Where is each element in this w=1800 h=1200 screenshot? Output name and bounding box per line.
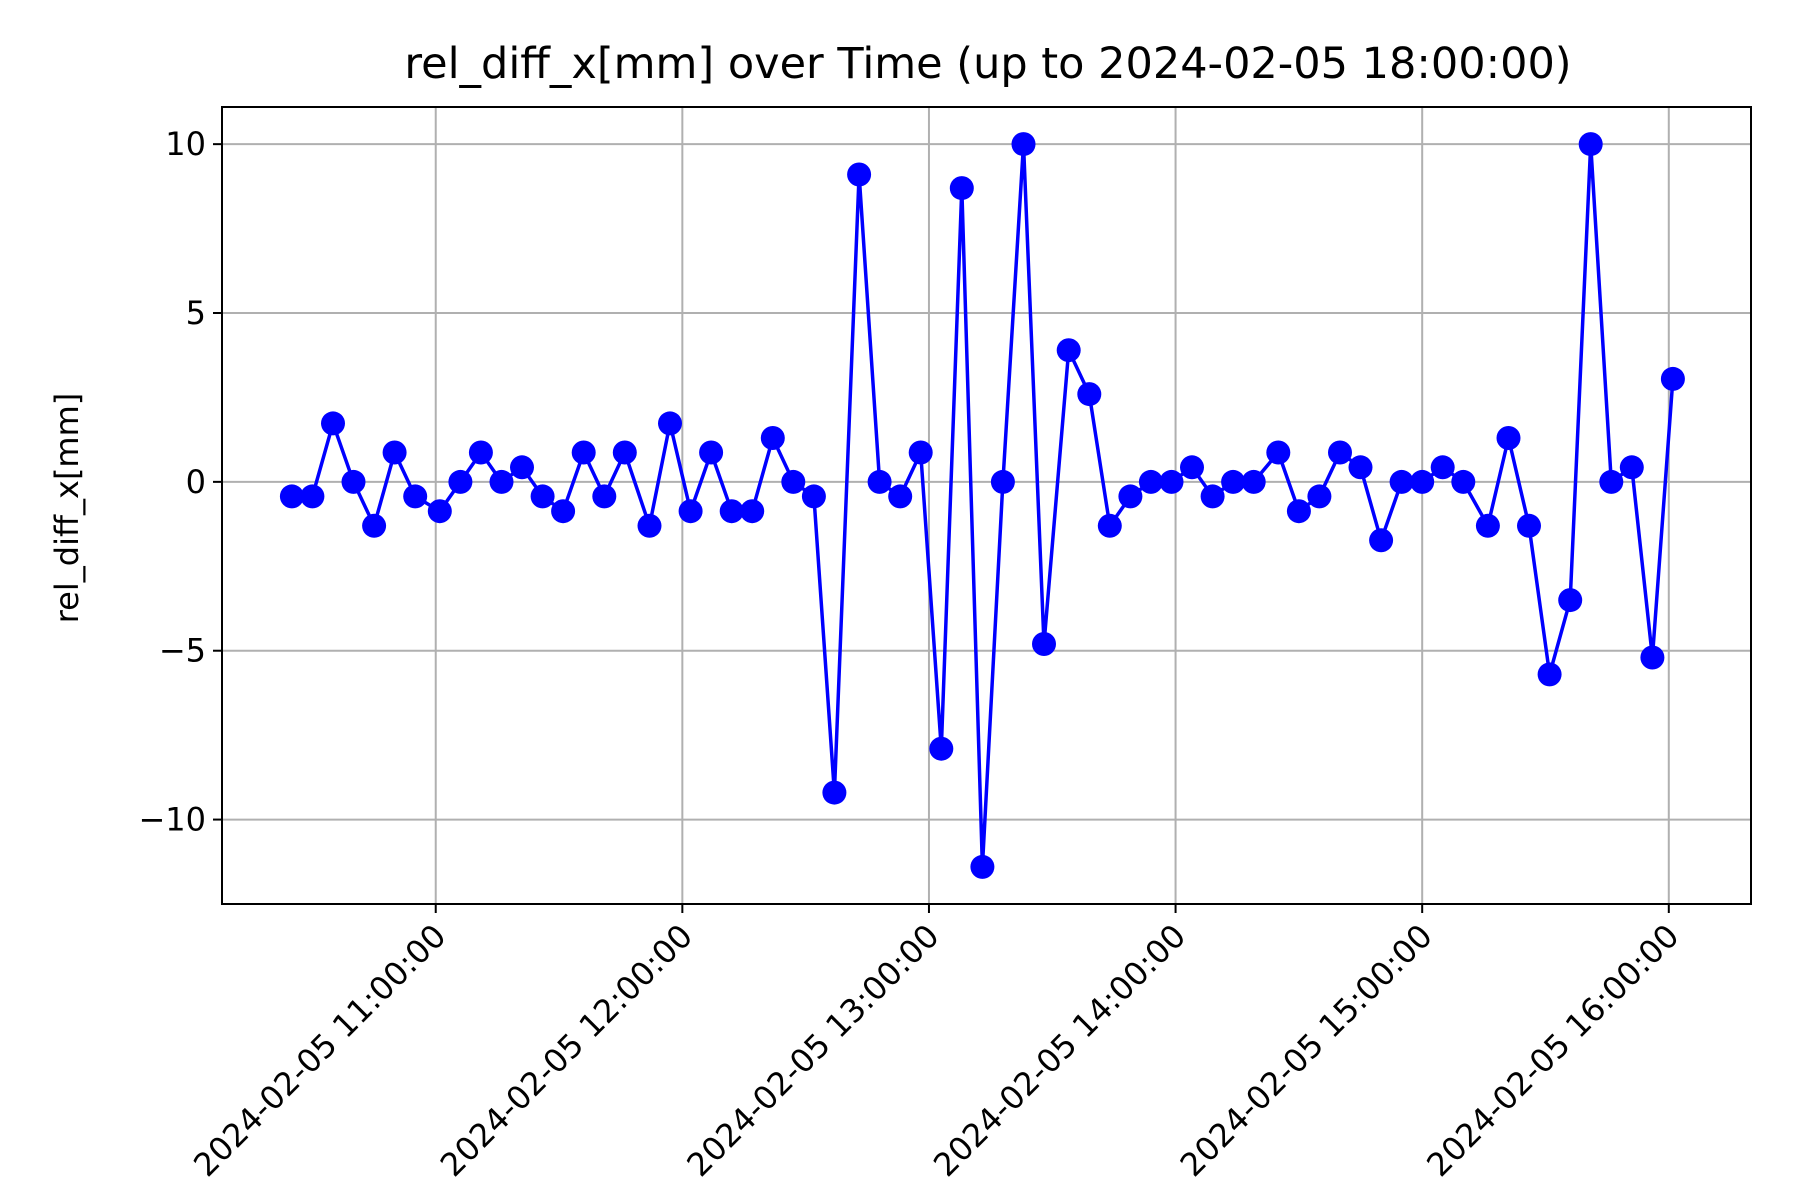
data-point — [908, 440, 933, 465]
data-point — [1286, 499, 1311, 524]
data-point — [990, 469, 1015, 494]
data-point — [1097, 513, 1122, 538]
data-point — [1660, 366, 1685, 391]
data-point — [571, 440, 596, 465]
data-point — [300, 484, 325, 509]
data-point — [403, 484, 428, 509]
data-point — [1348, 455, 1373, 480]
data-point — [1410, 469, 1435, 494]
data-point — [699, 440, 724, 465]
series-line-group — [291, 142, 1675, 869]
data-point — [510, 455, 534, 480]
data-point — [448, 469, 473, 494]
y-axis: 10 5 0 −5 −10 — [138, 125, 222, 839]
data-point — [279, 484, 304, 509]
x-tick-label: 2024-02-05 16:00:00 — [1419, 917, 1686, 1184]
y-axis-label: rel_diff_x[mm] — [48, 393, 86, 624]
data-point — [1200, 484, 1225, 509]
y-tick-label: 5 — [186, 294, 206, 332]
data-point — [658, 411, 682, 436]
plot-frame — [221, 106, 1752, 905]
data-point — [551, 499, 576, 524]
data-point — [760, 426, 785, 450]
data-markers — [279, 132, 1685, 879]
data-point — [1430, 455, 1455, 480]
data-point — [1517, 513, 1541, 538]
data-point — [1159, 469, 1184, 494]
data-point — [1032, 632, 1056, 656]
data-point — [1056, 338, 1081, 363]
data-point — [1011, 132, 1036, 157]
y-tick-label: 0 — [186, 463, 206, 501]
data-point — [1640, 645, 1665, 670]
data-point — [1389, 469, 1414, 494]
data-point — [1475, 513, 1500, 538]
data-point — [612, 440, 637, 465]
data-point — [822, 780, 847, 805]
data-point — [341, 469, 366, 494]
data-point — [970, 854, 995, 879]
data-point — [1180, 455, 1204, 480]
data-point — [362, 513, 387, 538]
data-point — [427, 499, 452, 524]
data-point — [867, 469, 892, 494]
chart-title: rel_diff_x[mm] over Time (up to 2024-02-… — [404, 39, 1571, 89]
data-point — [949, 176, 974, 201]
data-point — [1599, 469, 1624, 494]
x-tick-label: 2024-02-05 12:00:00 — [433, 917, 700, 1184]
data-point — [1578, 132, 1603, 157]
y-tick-label: 10 — [165, 125, 206, 163]
data-point — [929, 736, 954, 761]
data-point — [1451, 469, 1476, 494]
data-point — [1077, 382, 1102, 407]
y-tick-label: −10 — [138, 801, 206, 839]
data-point — [1307, 484, 1332, 509]
data-point — [847, 162, 872, 187]
data-point — [1241, 469, 1266, 494]
data-point — [468, 440, 493, 465]
data-point — [1328, 440, 1352, 465]
data-point — [1619, 455, 1644, 480]
data-point — [321, 411, 345, 436]
data-point — [592, 484, 617, 509]
data-point — [382, 440, 407, 465]
y-tick-label: −5 — [159, 632, 206, 670]
data-point — [888, 484, 913, 509]
data-point — [489, 469, 514, 494]
data-point — [678, 499, 703, 524]
data-point — [1138, 469, 1163, 494]
data-point — [801, 484, 826, 509]
data-point — [530, 484, 555, 509]
data-point — [1118, 484, 1143, 509]
data-point — [719, 499, 744, 524]
data-point — [1537, 662, 1562, 687]
data-point — [740, 499, 765, 524]
x-tick-label: 2024-02-05 11:00:00 — [186, 917, 453, 1184]
x-tick-label: 2024-02-05 13:00:00 — [679, 917, 946, 1184]
data-point — [1369, 528, 1394, 553]
data-point — [781, 469, 806, 494]
data-point — [637, 513, 662, 538]
x-tick-label: 2024-02-05 14:00:00 — [926, 917, 1193, 1184]
series-line — [291, 142, 1675, 869]
data-point — [1496, 426, 1521, 450]
data-point — [1558, 588, 1583, 613]
data-point — [1221, 469, 1246, 494]
x-tick-label: 2024-02-05 15:00:00 — [1173, 917, 1440, 1184]
data-point — [1266, 440, 1291, 465]
